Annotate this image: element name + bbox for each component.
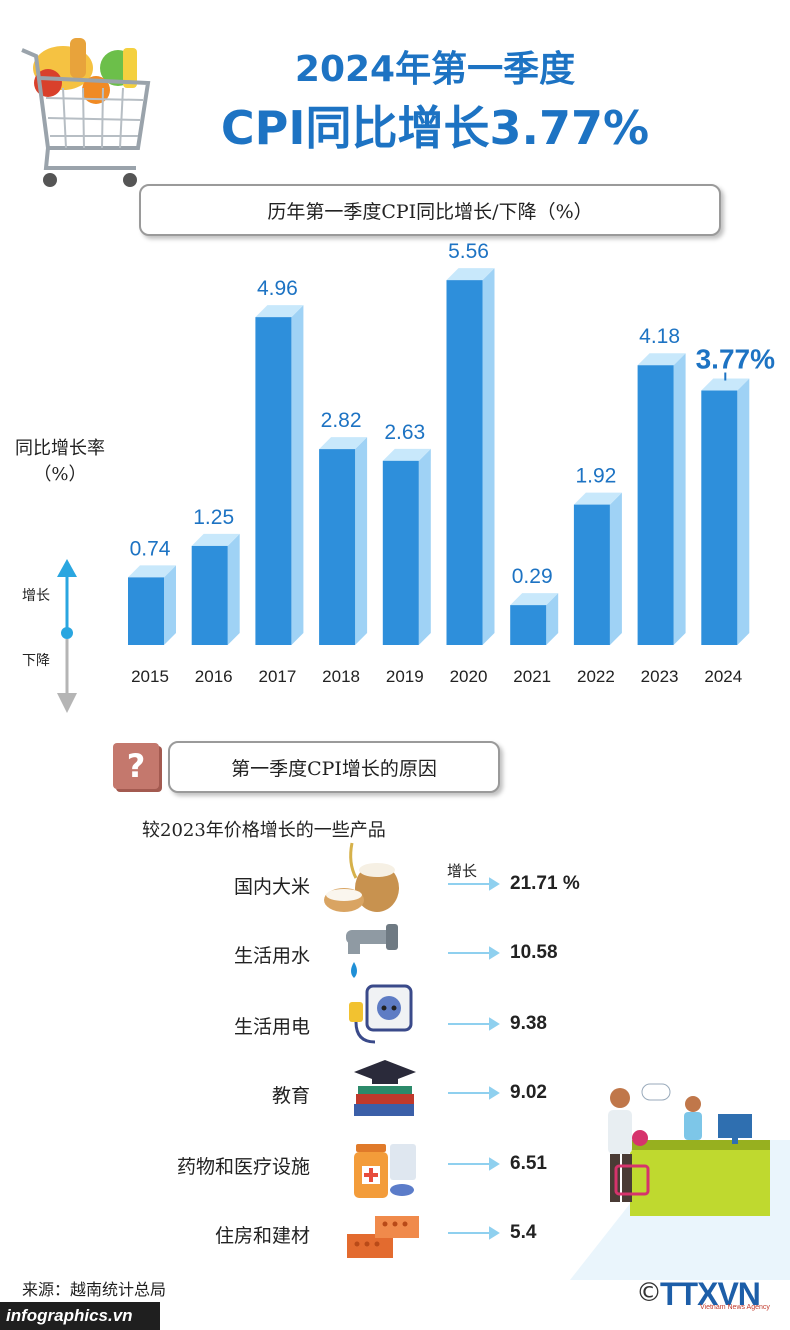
bar-value-label: 2.82 (321, 409, 362, 432)
bar-side (355, 437, 368, 645)
bar-top (510, 593, 559, 606)
x-tick-label: 2022 (577, 667, 615, 686)
product-value-medicine: 6.51 (510, 1153, 547, 1174)
page-title-line2: CPI同比增长3.77% (220, 101, 650, 155)
product-name-electricity: 生活用电 (233, 1016, 310, 1038)
bar (255, 317, 292, 645)
bar-top (319, 437, 368, 450)
bar-top (637, 353, 686, 366)
y-axis-label-line1: 同比增长率 (15, 438, 105, 459)
bar-value-label: 1.92 (575, 465, 616, 488)
down-label: 下降 (22, 653, 50, 669)
bar (319, 449, 356, 645)
bar-side (673, 353, 686, 645)
bar-side (227, 533, 240, 645)
bar-value-label: 0.29 (512, 565, 553, 588)
increase-label: 增长 (447, 862, 478, 880)
bar-value-label: 1.25 (193, 506, 234, 529)
bar (637, 365, 674, 645)
x-tick-label: 2018 (322, 667, 360, 686)
x-tick-label: 2017 (258, 667, 296, 686)
chart-heading-text: 历年第一季度CPI同比增长/下降（%） (267, 200, 593, 223)
chart-heading: 历年第一季度CPI同比增长/下降（%） (139, 184, 721, 236)
product-value-water: 10.58 (510, 942, 558, 963)
product-name-medicine: 药物和医疗设施 (176, 1156, 310, 1178)
rice-icon (324, 842, 399, 912)
bar-side (418, 448, 431, 645)
electric-plug-icon (349, 984, 413, 1044)
bar-value-label: 4.96 (257, 277, 298, 300)
bar-top (382, 448, 431, 461)
product-name-housing: 住房和建材 (214, 1225, 310, 1247)
reasons-heading-text: 第一季度CPI增长的原因 (231, 757, 437, 780)
source-note: 来源：越南统计总局 (22, 1280, 167, 1299)
product-value-rice: 21.71 % (510, 873, 580, 894)
bar-side (164, 565, 176, 645)
bar (446, 280, 483, 645)
y-axis-label-line2: （%） (33, 464, 87, 485)
copyright-icon: © (636, 1278, 662, 1308)
x-tick-label: 2015 (131, 667, 169, 686)
bar-side (546, 593, 559, 645)
bar-side (291, 305, 304, 645)
medicine-icon (354, 1144, 416, 1198)
bar-top (701, 378, 750, 391)
x-tick-label: 2016 (195, 667, 233, 686)
graduation-cap-icon (354, 1060, 416, 1116)
bar-top (573, 492, 622, 505)
bar-side (737, 378, 750, 645)
bar-top (191, 533, 240, 546)
bar-value-label: 0.74 (130, 537, 171, 560)
reasons-heading: 第一季度CPI增长的原因 (168, 741, 500, 793)
bar (191, 545, 228, 645)
product-name-water: 生活用水 (233, 945, 310, 967)
bar (382, 460, 419, 645)
up-down-indicator (57, 559, 77, 713)
site-footer: infographics.vn (0, 1302, 160, 1330)
bar-side (609, 492, 622, 645)
product-value-housing: 5.4 (510, 1222, 537, 1243)
bar-side (482, 268, 495, 645)
product-value-education: 9.02 (510, 1082, 547, 1103)
bar-top (255, 305, 304, 318)
shopping-scene-illustration (570, 1083, 790, 1280)
x-tick-label: 2023 (641, 667, 679, 686)
x-tick-label: 2024 (704, 667, 742, 686)
bar (573, 504, 610, 645)
ttxvn-logo: TTXVN (660, 1276, 761, 1312)
bar-value-label: 2.63 (384, 421, 425, 444)
bar-value-label: 4.18 (639, 325, 680, 348)
bar (128, 577, 164, 645)
bar-chart: 0.74 2015 1.25 2016 4.96 2017 2.82 2018 2.63 2019… (128, 240, 775, 686)
product-value-electricity: 9.38 (510, 1013, 547, 1034)
bricks-icon (347, 1216, 419, 1258)
ttxvn-logo-sub: Vietnam News Agency (700, 1304, 770, 1311)
bar-top (446, 268, 495, 281)
bar-value-label: 3.77% (696, 344, 775, 375)
product-name-education: 教育 (271, 1085, 310, 1107)
x-tick-label: 2020 (450, 667, 488, 686)
up-label: 增长 (22, 588, 50, 604)
x-tick-label: 2019 (386, 667, 424, 686)
bar-value-label: 5.56 (448, 240, 489, 263)
question-mark-icon: ? (113, 743, 159, 789)
bar (701, 390, 738, 645)
increase-arrows (448, 877, 500, 1240)
bar-top (128, 565, 176, 578)
product-name-rice: 国内大米 (233, 876, 310, 898)
water-tap-icon (346, 924, 398, 978)
y-axis-label: 同比增长率 （%） (10, 436, 110, 488)
bar (510, 605, 547, 645)
shopping-cart-icon (21, 38, 151, 187)
reasons-subheading: 较2023年价格增长的一些产品 (142, 820, 386, 841)
page-title-line1: 2024年第一季度 (294, 49, 576, 90)
x-tick-label: 2021 (513, 667, 551, 686)
